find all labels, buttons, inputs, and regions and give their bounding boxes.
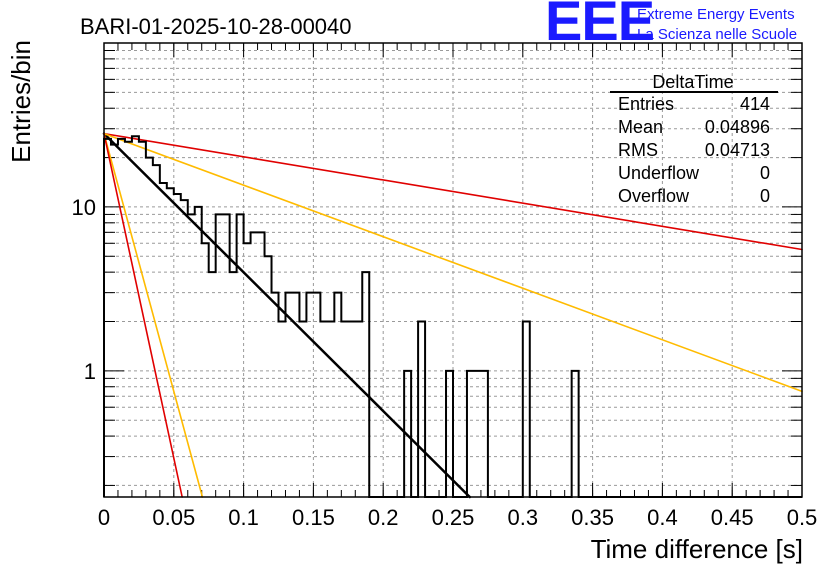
histogram-bin: [118, 139, 125, 497]
x-tick-label: 0.35: [571, 505, 614, 530]
histogram-bin: [362, 272, 369, 497]
histogram-bin: [481, 371, 488, 497]
x-tick-label: 0.15: [292, 505, 335, 530]
histogram-bin: [244, 243, 251, 497]
histogram-bin: [265, 256, 272, 497]
histogram-bin: [181, 200, 188, 497]
x-tick-label: 0.2: [368, 505, 399, 530]
x-tick-label: 0.45: [711, 505, 754, 530]
histogram-bin: [523, 322, 530, 497]
fit-line: [102, 132, 472, 499]
histogram-bin: [313, 293, 320, 497]
histogram-bin: [404, 371, 411, 497]
histogram-bin: [299, 322, 306, 497]
histogram-bin: [153, 165, 160, 497]
chart-title: BARI-01-2025-10-28-00040: [80, 14, 352, 39]
histogram-bin: [279, 322, 286, 497]
histogram-bin: [320, 322, 327, 497]
histogram-bin: [572, 371, 579, 497]
histogram-bin: [216, 214, 223, 497]
stats-label: Mean: [618, 117, 663, 137]
stats-label: Entries: [618, 94, 674, 114]
histogram-bin: [418, 322, 425, 497]
histogram-bin: [104, 139, 111, 497]
x-tick-label: 0: [98, 505, 110, 530]
eee-logo: EEE: [545, 0, 654, 52]
histogram-bin: [446, 371, 453, 497]
y-axis-label: Entries/bin: [6, 40, 36, 163]
histogram-bin: [355, 322, 362, 497]
stats-label: RMS: [618, 140, 658, 160]
histogram-bin: [174, 194, 181, 497]
histogram-bin: [334, 293, 341, 497]
x-tick-label: 0.05: [152, 505, 195, 530]
logo-line-1: Extreme Energy Events: [637, 6, 795, 23]
stats-value: 0: [760, 186, 770, 206]
stats-box: DeltaTime Entries 414 Mean 0.04896 RMS 0.0471…: [610, 72, 778, 206]
x-tick-label: 0.5: [787, 505, 818, 530]
x-tick-label: 0.3: [508, 505, 539, 530]
histogram-bin: [467, 371, 474, 497]
plot-frame: [103, 42, 803, 498]
histogram-bin: [251, 232, 258, 497]
histogram-bin: [132, 136, 139, 497]
x-tick-label: 0.25: [432, 505, 475, 530]
histogram-bin: [327, 322, 334, 497]
y-tick-label: 10: [72, 195, 96, 220]
y-tick-label: 1: [84, 359, 96, 384]
histogram-bin: [474, 371, 481, 497]
histogram-bin: [188, 214, 195, 497]
histogram-bin: [237, 214, 244, 497]
histogram-bin: [111, 145, 118, 497]
histogram-bin: [195, 207, 202, 497]
stats-title: DeltaTime: [652, 72, 733, 92]
axis-ticks: [103, 43, 803, 497]
lower-yellow-line: [103, 132, 204, 498]
stats-rows: Entries 414 Mean 0.04896 RMS 0.04713Underflow…: [618, 94, 770, 206]
x-tick-label: 0.1: [228, 505, 259, 530]
histogram-bin: [306, 293, 313, 497]
histogram-bin: [160, 183, 167, 497]
histogram-bin: [146, 158, 153, 497]
histogram-bin: [223, 214, 230, 497]
histogram-bin: [125, 142, 132, 497]
stats-value: 0.04713: [705, 140, 770, 160]
histogram-bin: [272, 293, 279, 497]
x-tick-label: 0.4: [647, 505, 678, 530]
histogram-bin: [167, 188, 174, 497]
histogram-bin: [230, 272, 237, 497]
histogram-bin: [292, 293, 299, 497]
histogram-bin: [258, 232, 265, 497]
stats-value: 0.04896: [705, 117, 770, 137]
histogram-bin: [348, 322, 355, 497]
stats-label: Underflow: [618, 163, 700, 183]
upper-yellow-line: [103, 132, 803, 393]
stats-value: 414: [740, 94, 770, 114]
histogram-bin: [341, 322, 348, 497]
fit-curves: [102, 132, 803, 499]
histogram-bin: [139, 142, 146, 497]
tick-labels: 0 0.05 0.1 0.15 0.2 0.25 0.3 0.35 0.4 0.45 0.5 1 10: [72, 195, 818, 530]
histogram-bin: [285, 293, 292, 497]
upper-red-line: [103, 132, 803, 251]
x-axis-label: Time difference [s]: [591, 534, 803, 564]
stats-label: Overflow: [618, 186, 690, 206]
lower-red-line: [103, 132, 183, 498]
histogram-bin: [209, 272, 216, 497]
logo-line-2: La Scienza nelle Scuole: [637, 26, 797, 43]
histogram-bin: [202, 243, 209, 497]
stats-value: 0: [760, 163, 770, 183]
